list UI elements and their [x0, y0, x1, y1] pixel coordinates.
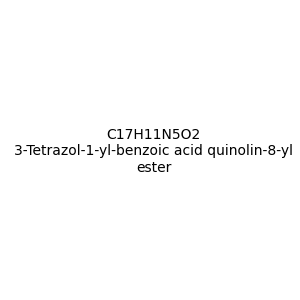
- Text: C17H11N5O2
3-Tetrazol-1-yl-benzoic acid quinolin-8-yl ester: C17H11N5O2 3-Tetrazol-1-yl-benzoic acid …: [14, 128, 293, 175]
